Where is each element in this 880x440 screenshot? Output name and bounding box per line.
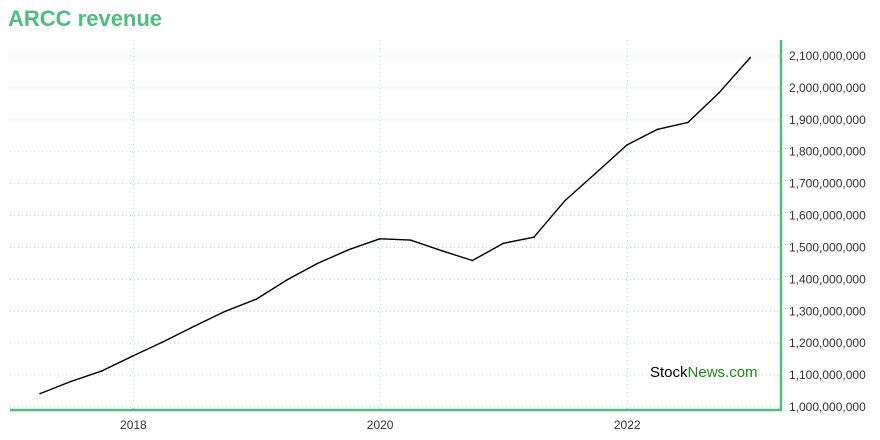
data-point	[471, 259, 474, 262]
watermark-stock: Stock	[650, 364, 688, 381]
grid	[10, 40, 781, 410]
y-tick-label: 1,600,000,000	[789, 209, 866, 223]
y-tick-label: 1,800,000,000	[789, 145, 866, 159]
axes	[10, 40, 783, 412]
data-point	[286, 279, 288, 281]
y-tick-label: 1,700,000,000	[789, 177, 866, 191]
data-point	[316, 262, 319, 265]
data-point	[255, 298, 258, 300]
data-point	[718, 91, 720, 94]
data-point	[563, 200, 566, 202]
data-point	[39, 392, 41, 395]
series-layer	[39, 56, 752, 395]
data-point	[749, 56, 752, 59]
y-tick-label: 1,200,000,000	[789, 336, 866, 350]
y-tick-label: 1,300,000,000	[789, 304, 866, 318]
data-point	[193, 325, 196, 328]
data-point	[594, 172, 597, 174]
data-point	[101, 370, 103, 372]
tick-labels: 1,000,000,000 1,100,000,000 1,200,000,000 1…	[120, 49, 866, 432]
data-point	[70, 380, 72, 383]
watermark-news: News.com	[687, 364, 758, 381]
y-tick-label: 1,900,000,000	[789, 113, 866, 127]
data-point	[378, 238, 381, 240]
x-tick-label: 2018	[120, 418, 147, 432]
chart-title: ARCC revenue	[8, 6, 163, 31]
y-tick-label: 1,000,000,000	[789, 400, 866, 414]
data-point	[626, 144, 628, 146]
data-point	[162, 340, 165, 343]
data-point	[224, 310, 227, 313]
watermark: StockNews.com	[650, 364, 758, 381]
data-point	[440, 249, 443, 252]
x-tick-label: 2022	[614, 418, 641, 432]
data-point	[687, 121, 689, 124]
data-point	[132, 355, 134, 357]
data-point	[656, 128, 659, 131]
data-point	[502, 242, 505, 245]
y-tick-label: 1,400,000,000	[789, 272, 866, 286]
data-point	[533, 236, 535, 239]
y-tick-label: 1,100,000,000	[789, 368, 866, 382]
y-tick-label: 2,100,000,000	[789, 49, 866, 63]
data-point	[409, 239, 412, 241]
y-tick-label: 1,500,000,000	[789, 240, 866, 254]
x-tick-label: 2020	[367, 418, 394, 432]
y-tick-label: 2,000,000,000	[789, 81, 866, 95]
revenue-line	[39, 57, 751, 395]
data-point	[347, 248, 350, 251]
